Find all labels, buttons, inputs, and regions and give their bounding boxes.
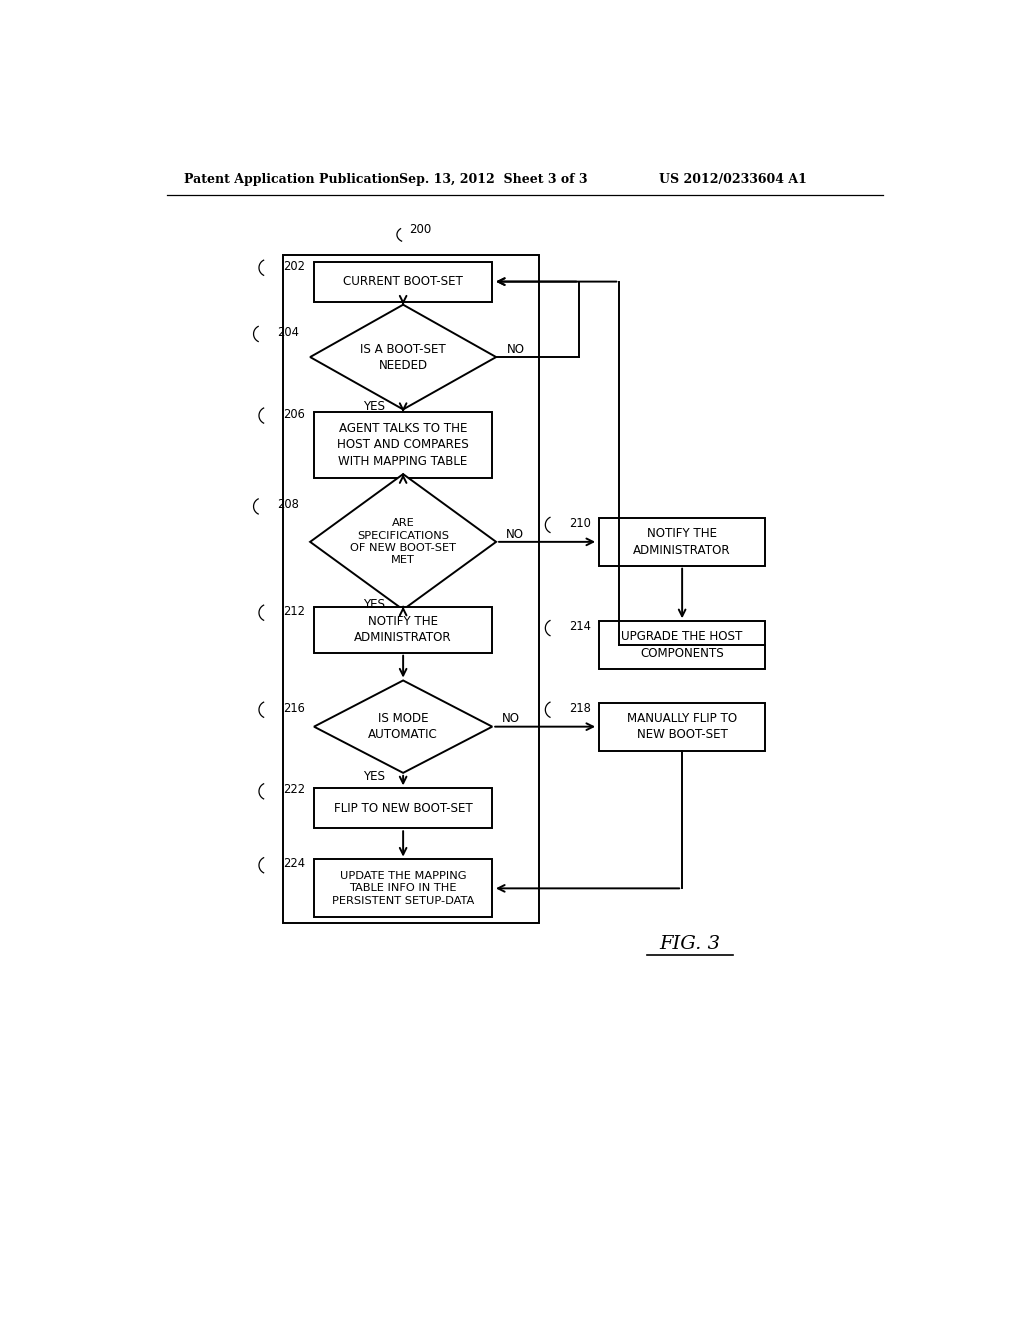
Text: 206: 206: [283, 408, 305, 421]
Text: 214: 214: [569, 620, 591, 634]
FancyBboxPatch shape: [314, 412, 493, 478]
Text: 204: 204: [278, 326, 299, 339]
Text: IS MODE
AUTOMATIC: IS MODE AUTOMATIC: [369, 713, 438, 741]
Text: 208: 208: [278, 499, 299, 511]
Text: FLIP TO NEW BOOT-SET: FLIP TO NEW BOOT-SET: [334, 801, 472, 814]
FancyBboxPatch shape: [314, 859, 493, 917]
Text: 218: 218: [569, 702, 591, 714]
Text: 200: 200: [410, 223, 431, 236]
FancyBboxPatch shape: [314, 607, 493, 653]
Text: YES: YES: [362, 770, 385, 783]
FancyBboxPatch shape: [599, 622, 765, 669]
Text: NO: NO: [507, 343, 525, 356]
Text: ARE
SPECIFICATIONS
OF NEW BOOT-SET
MET: ARE SPECIFICATIONS OF NEW BOOT-SET MET: [350, 519, 456, 565]
Text: 224: 224: [283, 857, 305, 870]
Text: NO: NO: [506, 528, 523, 541]
Text: US 2012/0233604 A1: US 2012/0233604 A1: [658, 173, 807, 186]
Polygon shape: [314, 681, 493, 774]
Text: FIG. 3: FIG. 3: [659, 935, 720, 953]
Text: CURRENT BOOT-SET: CURRENT BOOT-SET: [343, 275, 463, 288]
FancyBboxPatch shape: [314, 261, 493, 302]
Text: 210: 210: [569, 517, 591, 529]
Text: YES: YES: [362, 598, 385, 611]
Polygon shape: [310, 474, 496, 610]
Text: Patent Application Publication: Patent Application Publication: [183, 173, 399, 186]
Text: IS A BOOT-SET
NEEDED: IS A BOOT-SET NEEDED: [360, 343, 446, 371]
Text: NO: NO: [502, 713, 519, 726]
Text: 212: 212: [283, 605, 305, 618]
FancyBboxPatch shape: [599, 517, 765, 566]
Text: 216: 216: [283, 702, 305, 714]
Text: AGENT TALKS TO THE
HOST AND COMPARES
WITH MAPPING TABLE: AGENT TALKS TO THE HOST AND COMPARES WIT…: [337, 422, 469, 467]
Text: 202: 202: [283, 260, 305, 273]
Text: NOTIFY THE
ADMINISTRATOR: NOTIFY THE ADMINISTRATOR: [354, 615, 452, 644]
FancyBboxPatch shape: [599, 702, 765, 751]
Text: UPGRADE THE HOST
COMPONENTS: UPGRADE THE HOST COMPONENTS: [622, 630, 742, 660]
Text: NOTIFY THE
ADMINISTRATOR: NOTIFY THE ADMINISTRATOR: [633, 527, 731, 557]
Text: Sep. 13, 2012  Sheet 3 of 3: Sep. 13, 2012 Sheet 3 of 3: [399, 173, 588, 186]
Polygon shape: [310, 305, 496, 409]
FancyBboxPatch shape: [314, 788, 493, 829]
Text: MANUALLY FLIP TO
NEW BOOT-SET: MANUALLY FLIP TO NEW BOOT-SET: [627, 711, 737, 742]
Text: 222: 222: [283, 783, 305, 796]
Text: YES: YES: [362, 400, 385, 413]
Text: UPDATE THE MAPPING
TABLE INFO IN THE
PERSISTENT SETUP-DATA: UPDATE THE MAPPING TABLE INFO IN THE PER…: [332, 871, 474, 906]
